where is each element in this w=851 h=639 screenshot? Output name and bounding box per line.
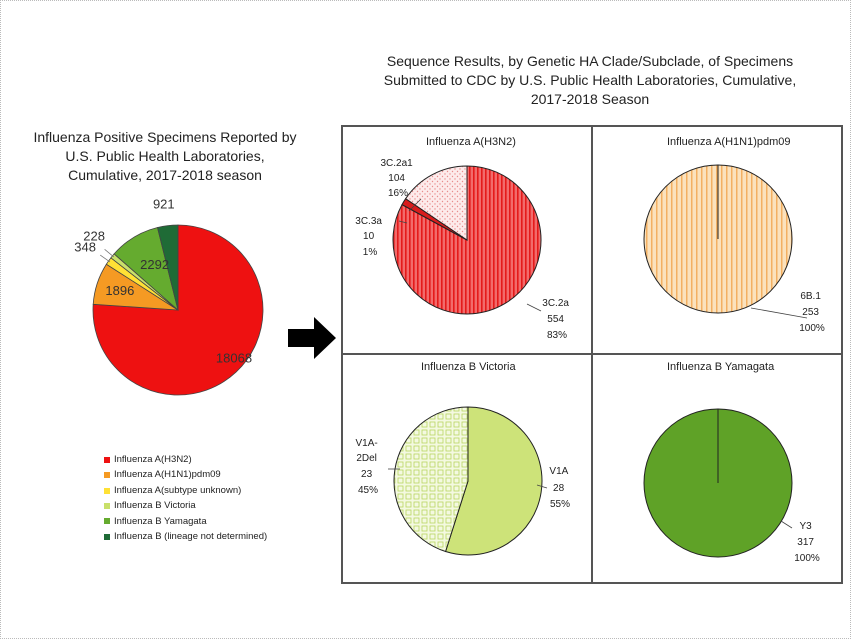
legend-label-b-lineage-nd: Influenza B (lineage not determined) [114,531,268,543]
h3n2-pie [392,165,542,315]
right-title-line-1: Sequence Results, by Genetic HA Clade/Su… [386,53,794,69]
right-title-line-3: 2017-2018 Season [530,91,650,107]
h3n2-label-3c2a-name: 3C.2a [542,298,569,309]
yamagata-label-y3-pct: 100% [794,553,820,564]
panel-title-yamagata: Influenza B Yamagata [667,361,775,373]
legend-label-h3n2: Influenza A(H3N2) [114,454,192,465]
panel-title-h1n1: Influenza A(H1N1)pdm09 [667,136,791,148]
main-leader-b-victoria [104,249,115,258]
legend-label-h1n1: Influenza A(H1N1)pdm09 [114,469,221,481]
legend-swatch-h1n1 [104,472,110,479]
h3n2-label-3c2a-count: 554 [547,314,564,325]
victoria-slice-v1a [444,406,543,556]
legend-label-subtype-unknown: Influenza A(subtype unknown) [114,484,242,496]
h3n2-leader-3c2a [526,303,542,312]
svg-text:V1A 28 55%: V1A 28 55% [549,466,570,510]
h1n1-label-6b1-name: 6B.1 [800,291,821,302]
svg-text:3C.2a1 104 16%: 3C.2a1 104 16% [380,158,415,199]
h1n1-label-6b1-pct: 100% [799,323,825,334]
right-arrow-icon [288,317,336,359]
legend-swatch-h3n2 [104,456,110,463]
yamagata-leader-y3 [780,520,793,529]
panel-title-victoria: Influenza B Victoria [421,361,516,373]
legend-label-b-yamagata: Influenza B Yamagata [114,515,207,527]
h3n2-label-3c2a1-pct: 16% [388,188,408,199]
h1n1-leader-6b1 [750,307,808,319]
victoria-label-v1a2del-name1: V1A- [355,438,377,449]
yamagata-label-y3-count: 317 [797,537,814,548]
h3n2-leader-3c3a [398,220,408,224]
victoria-leader-v1a [536,484,548,489]
svg-text:3C.3a 10 1%: 3C.3a 10 1% [355,216,384,258]
h3n2-slice-3c2a1 [404,165,468,241]
main-leader-subtype-unknown [99,254,111,263]
main-label-b-yamagata: 2292 [140,257,169,272]
legend-item-b-yamagata: Influenza B Yamagata [104,514,267,529]
victoria-pie [393,406,543,556]
right-section-title: Sequence Results, by Genetic HA Clade/Su… [340,52,840,109]
right-title-line-2: Submitted to CDC by U.S. Public Health L… [383,72,797,88]
main-label-subtype-unknown: 348 [74,239,96,254]
legend-item-h1n1: Influenza A(H1N1)pdm09 [104,467,267,482]
legend-swatch-b-yamagata [104,518,110,525]
svg-text:6B.1 253 100%: 6B.1 253 100% [799,291,825,334]
main-label-h1n1: 1896 [105,283,134,298]
left-title-line-2: U.S. Public Health Laboratories, [65,148,265,164]
main-slice-b-lineage-nd [157,224,179,311]
panel-title-h3n2: Influenza A(H3N2) [426,136,516,148]
main-pie-slices [92,224,264,396]
h3n2-slice-3c2a [392,165,542,315]
victoria-label-v1a2del-pct: 45% [358,485,378,496]
h3n2-label-3c2a1-name: 3C.2a1 [380,158,413,169]
legend-item-b-lineage-nd: Influenza B (lineage not determined) [104,529,267,544]
main-legend: Influenza A(H3N2) Influenza A(H1N1)pdm09 I… [104,452,267,544]
victoria-slice-v1a2del [393,406,469,553]
victoria-label-v1a2del-count: 23 [361,469,373,480]
main-slice-h3n2 [92,224,264,396]
h3n2-label-3c3a-pct: 1% [363,247,378,258]
h3n2-label-3c3a-count: 10 [363,231,375,242]
h3n2-label-3c2a1-count: 104 [388,173,405,184]
victoria-label-v1a-count: 28 [553,483,565,494]
victoria-label-v1a-pct: 55% [550,499,570,510]
main-label-b-lineage-nd: 921 [153,196,175,211]
left-title-line-3: Cumulative, 2017-2018 season [68,167,262,183]
yamagata-label-y3-name: Y3 [799,521,812,532]
svg-text:V1A- 2Del 23 45%: V1A- 2Del 23 45% [355,438,380,496]
legend-swatch-b-victoria [104,502,110,509]
h1n1-label-6b1-count: 253 [802,307,819,318]
main-label-h3n2: 18068 [216,350,252,365]
legend-item-b-victoria: Influenza B Victoria [104,498,267,513]
main-label-b-victoria: 228 [83,229,105,244]
left-title-line-1: Influenza Positive Specimens Reported by [33,129,297,145]
svg-text:3C.2a 554 83%: 3C.2a 554 83% [542,298,571,341]
h3n2-leader-3c2a1 [408,198,422,212]
svg-text:Y3 317 100%: Y3 317 100% [794,521,820,564]
legend-item-h3n2: Influenza A(H3N2) [104,452,267,467]
legend-label-b-victoria: Influenza B Victoria [114,500,196,512]
victoria-label-v1a-name: V1A [549,466,568,477]
victoria-label-v1a2del-name2: 2Del [356,453,377,464]
clade-panels: Influenza A(H3N2) Influenza A(H1N1)pdm09… [341,125,843,584]
legend-swatch-subtype-unknown [104,487,110,494]
h3n2-label-3c3a-name: 3C.3a [355,216,382,227]
legend-swatch-b-lineage-nd [104,533,110,540]
h3n2-label-3c2a-pct: 83% [547,330,567,341]
legend-item-subtype-unknown: Influenza A(subtype unknown) [104,483,267,498]
main-pie-leaders [99,249,115,263]
left-chart-title: Influenza Positive Specimens Reported by… [20,128,310,185]
